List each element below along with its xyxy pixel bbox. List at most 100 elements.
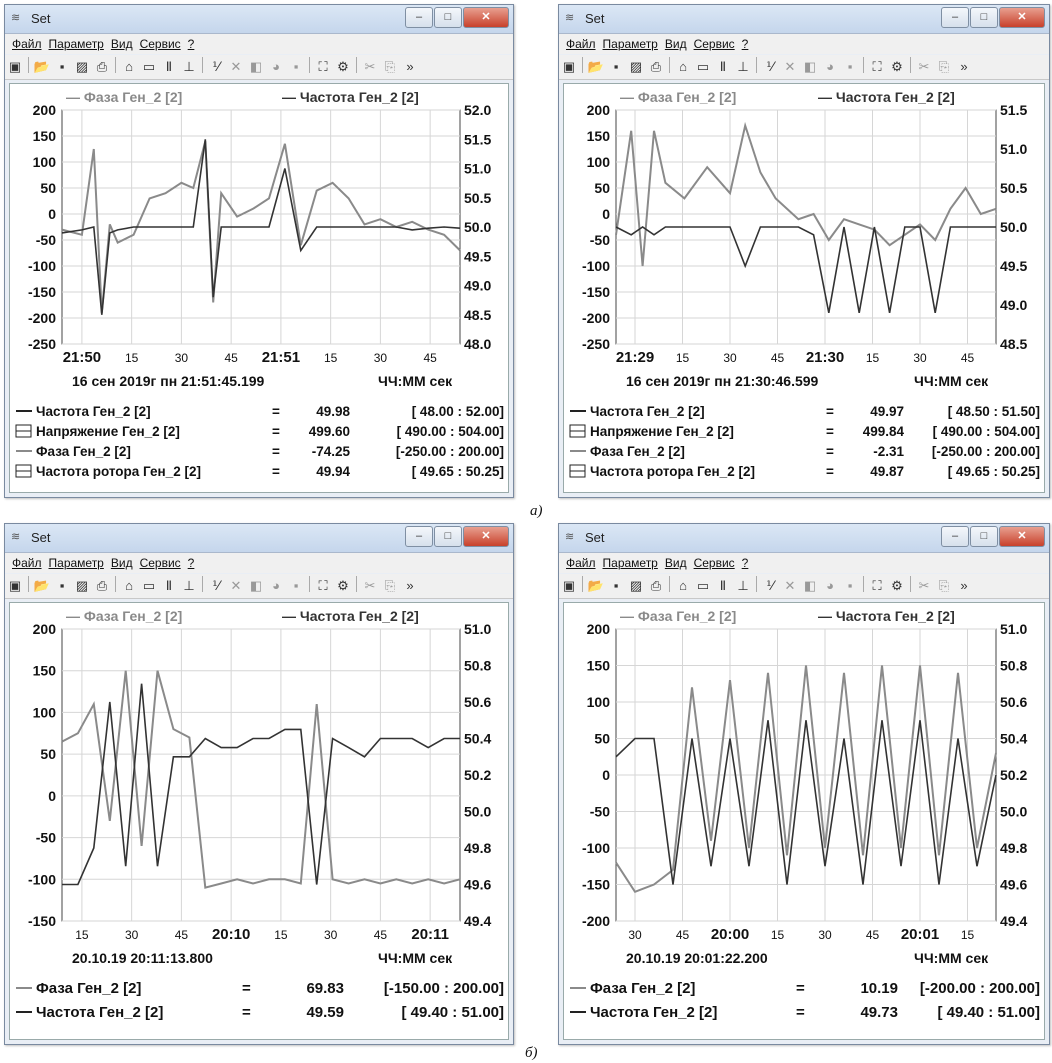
page-blank-icon[interactable]: ▭ [142,578,156,593]
color-icon[interactable]: ◕ [272,578,280,593]
add-series-icon[interactable]: ⅟ [766,59,774,74]
image-icon[interactable]: ▨ [75,59,89,74]
style-icon[interactable]: ▪ [293,59,299,74]
print-icon[interactable]: ⎙ [650,59,662,74]
window-icon[interactable]: ▣ [562,59,576,74]
copy-series-icon[interactable]: ◧ [249,59,263,74]
maximize-icon[interactable]: □ [434,526,462,547]
minimize-icon[interactable]: – [405,526,433,547]
print-icon[interactable]: ⎙ [650,578,662,593]
cursor-icon[interactable]: Ⅱ [719,578,727,593]
gear-icon[interactable]: ⚙ [891,578,903,593]
settings-icon[interactable]: ⛶ [318,59,328,74]
add-series-icon[interactable]: ⅟ [212,578,220,593]
menu-item[interactable]: ? [741,37,749,51]
cut-icon[interactable]: ✂ [364,578,376,593]
delete-icon[interactable]: ✕ [230,59,242,74]
close-icon[interactable]: ✕ [999,526,1045,547]
maximize-icon[interactable]: □ [434,7,462,28]
save-icon[interactable]: ▪ [59,578,65,593]
cut-icon[interactable]: ✂ [364,59,376,74]
paste-icon[interactable]: ⎘ [384,578,396,593]
settings-icon[interactable]: ⛶ [872,59,882,74]
more-icon[interactable]: » [406,578,414,593]
marker-icon[interactable]: ⊥ [737,578,749,593]
title-bar[interactable]: ≋ Set – □ ✕ [559,524,1049,553]
color-icon[interactable]: ◕ [826,578,834,593]
close-icon[interactable]: ✕ [463,7,509,28]
maximize-icon[interactable]: □ [970,526,998,547]
page-icon[interactable]: ⌂ [679,578,687,593]
menu-item[interactable]: Параметр [602,556,658,570]
menu-item[interactable]: Параметр [602,37,658,51]
menu-item[interactable]: Параметр [48,556,104,570]
settings-icon[interactable]: ⛶ [872,578,882,593]
window-icon[interactable]: ▣ [562,578,576,593]
page-blank-icon[interactable]: ▭ [696,59,710,74]
style-icon[interactable]: ▪ [293,578,299,593]
menu-item[interactable]: Вид [110,37,133,51]
open-icon[interactable]: 📂 [33,59,51,74]
close-icon[interactable]: ✕ [463,526,509,547]
image-icon[interactable]: ▨ [75,578,89,593]
maximize-icon[interactable]: □ [970,7,998,28]
image-icon[interactable]: ▨ [629,59,643,74]
menu-item[interactable]: Сервис [693,556,735,570]
page-icon[interactable]: ⌂ [679,59,687,74]
page-blank-icon[interactable]: ▭ [142,59,156,74]
paste-icon[interactable]: ⎘ [938,59,950,74]
close-icon[interactable]: ✕ [999,7,1045,28]
minimize-icon[interactable]: – [941,526,969,547]
minimize-icon[interactable]: – [405,7,433,28]
cursor-icon[interactable]: Ⅱ [165,59,173,74]
add-series-icon[interactable]: ⅟ [212,59,220,74]
menu-item[interactable]: Сервис [693,37,735,51]
page-icon[interactable]: ⌂ [125,59,133,74]
copy-series-icon[interactable]: ◧ [803,578,817,593]
color-icon[interactable]: ◕ [826,59,834,74]
add-series-icon[interactable]: ⅟ [766,578,774,593]
save-icon[interactable]: ▪ [613,578,619,593]
page-icon[interactable]: ⌂ [125,578,133,593]
menu-item[interactable]: Вид [664,37,687,51]
open-icon[interactable]: 📂 [587,59,605,74]
minimize-icon[interactable]: – [941,7,969,28]
window-icon[interactable]: ▣ [8,59,22,74]
cursor-icon[interactable]: Ⅱ [165,578,173,593]
more-icon[interactable]: » [960,578,968,593]
menu-item[interactable]: Файл [12,556,42,570]
menu-item[interactable]: Вид [664,556,687,570]
gear-icon[interactable]: ⚙ [337,578,349,593]
menu-item[interactable]: Вид [110,556,133,570]
cut-icon[interactable]: ✂ [918,578,930,593]
title-bar[interactable]: ≋ Set – □ ✕ [5,524,513,553]
paste-icon[interactable]: ⎘ [938,578,950,593]
cut-icon[interactable]: ✂ [918,59,930,74]
marker-icon[interactable]: ⊥ [183,578,195,593]
save-icon[interactable]: ▪ [59,59,65,74]
copy-series-icon[interactable]: ◧ [803,59,817,74]
print-icon[interactable]: ⎙ [96,578,108,593]
gear-icon[interactable]: ⚙ [891,59,903,74]
style-icon[interactable]: ▪ [847,578,853,593]
delete-icon[interactable]: ✕ [784,578,796,593]
image-icon[interactable]: ▨ [629,578,643,593]
menu-item[interactable]: Параметр [48,37,104,51]
menu-item[interactable]: Файл [566,556,596,570]
paste-icon[interactable]: ⎘ [384,59,396,74]
more-icon[interactable]: » [960,59,968,74]
menu-item[interactable]: Файл [12,37,42,51]
settings-icon[interactable]: ⛶ [318,578,328,593]
open-icon[interactable]: 📂 [33,578,51,593]
page-blank-icon[interactable]: ▭ [696,578,710,593]
title-bar[interactable]: ≋ Set – □ ✕ [5,5,513,34]
marker-icon[interactable]: ⊥ [737,59,749,74]
gear-icon[interactable]: ⚙ [337,59,349,74]
save-icon[interactable]: ▪ [613,59,619,74]
menu-item[interactable]: ? [187,37,195,51]
window-icon[interactable]: ▣ [8,578,22,593]
menu-item[interactable]: Сервис [139,556,181,570]
marker-icon[interactable]: ⊥ [183,59,195,74]
print-icon[interactable]: ⎙ [96,59,108,74]
open-icon[interactable]: 📂 [587,578,605,593]
